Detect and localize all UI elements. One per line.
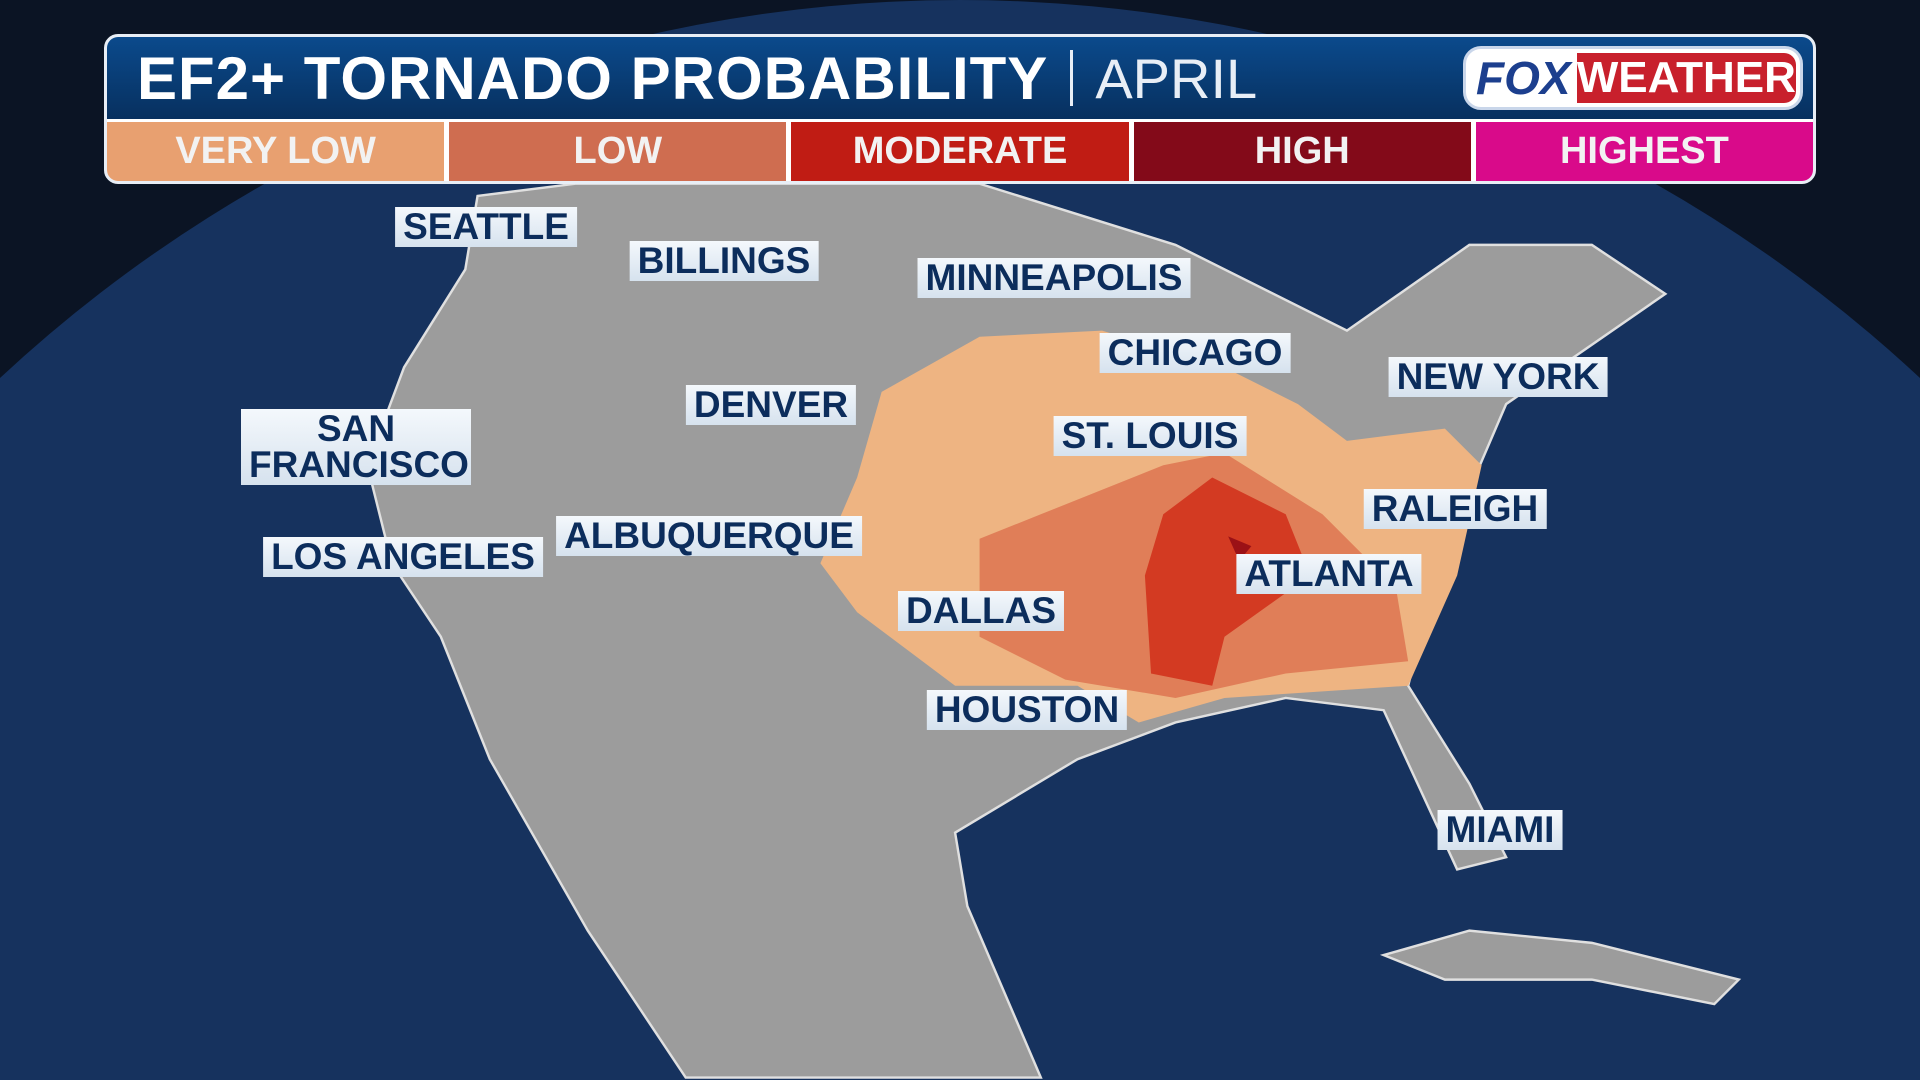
- zone-high: [1228, 536, 1252, 561]
- legend: VERY LOW LOW MODERATE HIGH HIGHEST: [107, 119, 1813, 181]
- zone-moderate: [1144, 477, 1311, 686]
- logo-weather: WEATHER: [1576, 53, 1796, 103]
- city-label: HOUSTON: [926, 690, 1128, 730]
- city-label: SEATTLE: [395, 207, 577, 247]
- city-label: MINNEAPOLIS: [917, 258, 1191, 298]
- divider: [1070, 50, 1074, 106]
- fox-weather-logo: FOX WEATHER: [1463, 46, 1803, 110]
- legend-high: HIGH: [1133, 122, 1471, 181]
- month: APRIL: [1095, 46, 1258, 110]
- city-label: MIAMI: [1437, 810, 1563, 850]
- legend-highest: HIGHEST: [1475, 122, 1813, 181]
- city-label: CHICAGO: [1099, 333, 1291, 373]
- land-cuba: [1379, 929, 1742, 1006]
- legend-moderate: MODERATE: [791, 122, 1129, 181]
- title-bar: EF2+ TORNADO PROBABILITY APRIL FOX WEATH…: [107, 37, 1813, 119]
- city-label: BILLINGS: [629, 241, 819, 281]
- city-label: ATLANTA: [1236, 554, 1422, 594]
- logo-fox: FOX: [1476, 52, 1571, 104]
- legend-very-low: VERY LOW: [107, 122, 445, 181]
- city-label: LOS ANGELES: [263, 537, 543, 577]
- city-label: NEW YORK: [1388, 357, 1608, 397]
- legend-low: LOW: [449, 122, 787, 181]
- city-label: DENVER: [685, 385, 857, 425]
- header: EF2+ TORNADO PROBABILITY APRIL FOX WEATH…: [104, 34, 1816, 184]
- city-label: SAN FRANCISCO: [241, 409, 471, 485]
- city-label: DALLAS: [897, 591, 1065, 631]
- city-label: RALEIGH: [1363, 489, 1547, 529]
- city-label: ALBUQUERQUE: [556, 516, 862, 556]
- title: EF2+ TORNADO PROBABILITY: [137, 44, 1049, 112]
- city-label: ST. LOUIS: [1053, 416, 1247, 456]
